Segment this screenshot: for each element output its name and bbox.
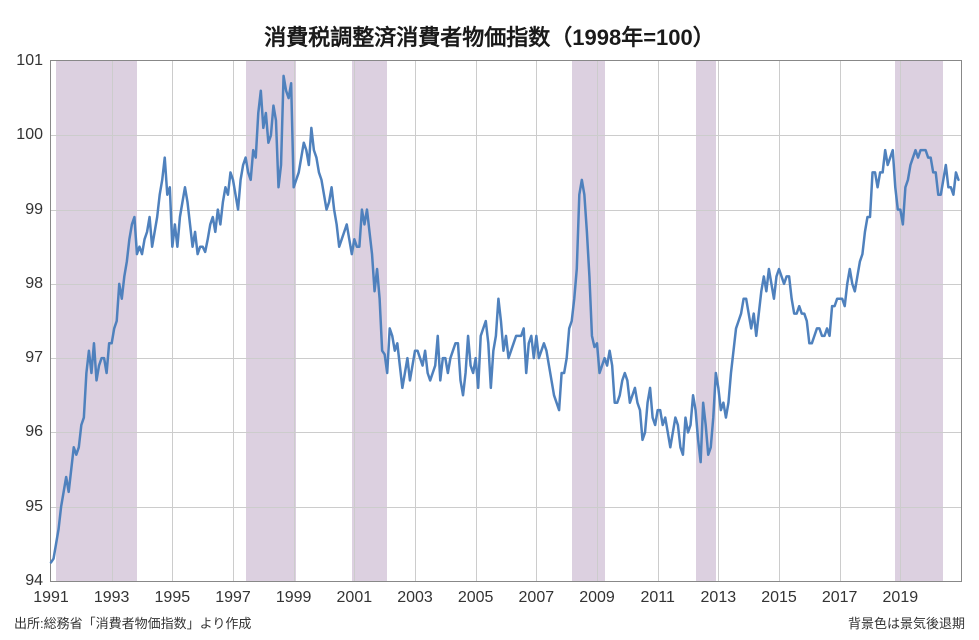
x-axis-label: 2015 [761, 581, 797, 607]
y-axis-label: 97 [25, 349, 51, 367]
x-axis-label: 2017 [822, 581, 858, 607]
y-axis-label: 101 [16, 52, 51, 70]
y-axis-label: 95 [25, 498, 51, 516]
x-axis-label: 2011 [640, 581, 674, 607]
y-axis-label: 96 [25, 423, 51, 441]
line-series [51, 61, 961, 581]
x-axis-label: 1993 [94, 581, 130, 607]
x-axis-label: 2019 [883, 581, 919, 607]
x-axis-label: 1995 [155, 581, 191, 607]
y-axis-label: 98 [25, 275, 51, 293]
plot-area: 9495969798991001011991199319951997199920… [50, 60, 962, 582]
x-axis-label: 2013 [701, 581, 737, 607]
chart-container: 消費税調整済消費者物価指数（1998年=100） 949596979899100… [0, 0, 979, 640]
y-axis-label: 100 [16, 126, 51, 144]
x-axis-label: 2001 [337, 581, 373, 607]
footer-note: 背景色は景気後退期 [848, 613, 965, 632]
x-axis-label: 1991 [33, 581, 69, 607]
x-axis-label: 2007 [519, 581, 555, 607]
y-axis-label: 99 [25, 201, 51, 219]
x-axis-label: 1999 [276, 581, 312, 607]
footer-source: 出所:総務省「消費者物価指数」より作成 [14, 613, 251, 632]
chart-title: 消費税調整済消費者物価指数（1998年=100） [0, 0, 979, 62]
x-axis-label: 2009 [579, 581, 615, 607]
x-axis-label: 2005 [458, 581, 494, 607]
x-axis-label: 2003 [397, 581, 433, 607]
x-axis-label: 1997 [215, 581, 251, 607]
